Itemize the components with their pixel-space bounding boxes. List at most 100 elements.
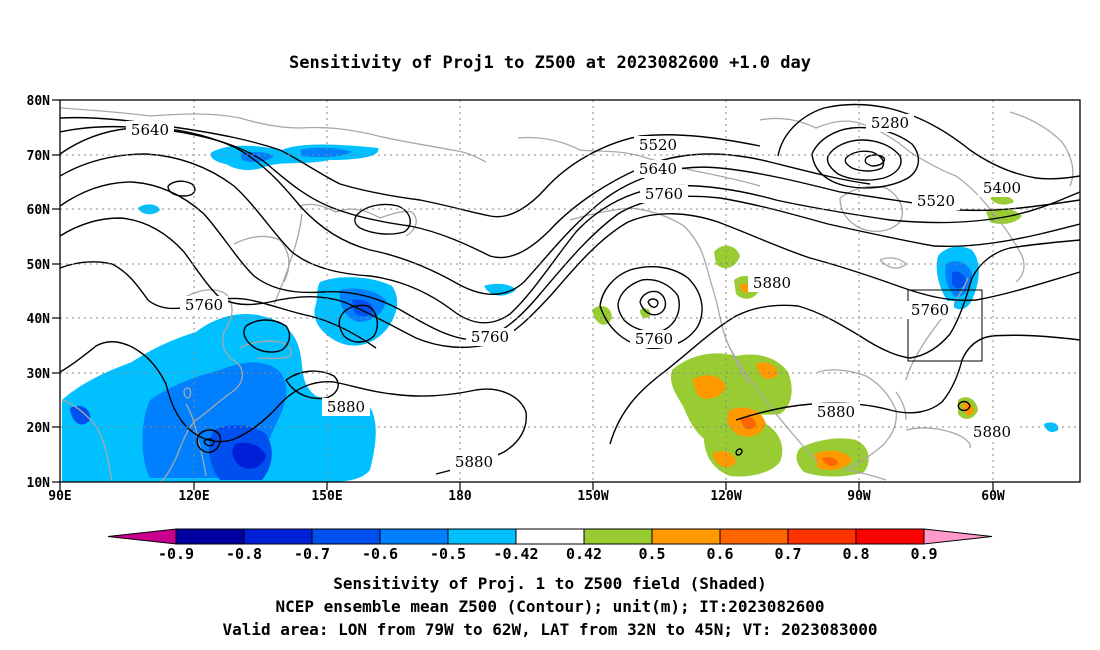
coast-gulf-of-mexico: [817, 369, 898, 471]
contour-label: 5880: [973, 423, 1011, 441]
shading-positive-western-us: [714, 245, 740, 269]
colorbar-segment: [243, 528, 313, 545]
coast-florida: [895, 391, 907, 421]
colorbar-upper-extension: [923, 528, 993, 545]
lat-label: 70N: [27, 149, 51, 164]
z500-contours: [60, 103, 1080, 475]
coast-hudson-bay: [839, 185, 903, 233]
contour-hudson-5280: [811, 126, 919, 189]
colorbar-segment: [855, 528, 925, 545]
lon-label: 60W: [981, 489, 1005, 504]
coast-greenland: [1009, 111, 1074, 187]
shading-siberia-spot: [138, 204, 160, 215]
colorbar-tick-label: -0.8: [226, 545, 262, 563]
valid-area-box: [907, 289, 983, 362]
lon-label: 90W: [847, 489, 871, 504]
contour-label: 5880: [455, 453, 493, 471]
colorbar-segment: [311, 528, 381, 545]
contour-caribbean-small: [957, 400, 971, 412]
shading-positive-gulf-strong: [822, 457, 838, 466]
colorbar-tick-label: -0.5: [430, 545, 466, 563]
shading-positive-rockies-core: [740, 283, 751, 293]
contour-cutoff-mid: [617, 278, 680, 333]
coast-cuba: [905, 427, 972, 449]
coast-alaska: [517, 136, 761, 187]
caption-line-2: NCEP ensemble mean Z500 (Contour); unit(…: [275, 597, 824, 616]
contour-5880-subtropic: [285, 370, 339, 400]
map-frame: [59, 99, 1081, 483]
colorbar-segment: [175, 528, 245, 545]
colorbar-tick-label: 0.5: [638, 545, 665, 563]
contour-label: 5280: [871, 114, 909, 132]
coast-philippines: [185, 403, 207, 477]
contour-label: 5880: [327, 398, 365, 416]
caption-line-3: Valid area: LON from 79W to 62W, LAT fro…: [222, 620, 877, 639]
shading-positive-mexico-south: [712, 451, 736, 468]
coast-us-east: [905, 277, 969, 381]
shading-positive-baja-core: [756, 362, 778, 380]
coast-indochina: [61, 399, 113, 482]
coast-central-america: [845, 469, 887, 481]
contour-5760-mid-pacific: [243, 319, 291, 353]
contour-label: 5760: [635, 330, 673, 348]
colorbar-tick-label: 0.6: [706, 545, 733, 563]
colorbar-segment: [719, 528, 789, 545]
coast-labrador: [955, 175, 1025, 283]
map-panel: 5640 5520 5640 5760 5280 5400 5520 5760 …: [27, 94, 1081, 504]
shading-aleutian-spot: [484, 283, 516, 296]
map-title: Sensitivity of Proj1 to Z500 at 20230826…: [289, 53, 811, 73]
lat-lon-grid: [60, 100, 1080, 482]
contour-hudson-core: [864, 154, 886, 167]
colorbar: -0.9 -0.8 -0.7 -0.6 -0.5 -0.42 0.42 0.5 0.6 0.7 0.…: [107, 528, 993, 563]
contour-label: 5760: [185, 296, 223, 314]
lon-label: 120E: [178, 489, 209, 504]
longitude-labels: 90E 120E 150E 180 150W 120W 90W 60W: [48, 489, 1005, 504]
contour-kamchatka-low: [338, 304, 379, 343]
contour-label: 5880: [753, 274, 791, 292]
contour-hudson-outer: [777, 103, 1080, 180]
contour-5520: [60, 153, 1080, 324]
coast-taiwan: [183, 387, 192, 399]
contour-label: 5640: [639, 160, 677, 178]
colorbar-segment: [787, 528, 857, 545]
coast-canadian-arctic: [759, 117, 957, 177]
colorbar-lower-extension: [107, 528, 177, 545]
contour-label: 5760: [645, 185, 683, 203]
lon-label: 180: [448, 489, 472, 504]
contour-label: 5520: [917, 192, 955, 210]
shading-east-asia-core: [232, 442, 266, 469]
coast-bering: [299, 203, 417, 237]
lat-label: 80N: [27, 94, 51, 109]
lat-label: 40N: [27, 312, 51, 327]
contour-5880-pacific: [60, 341, 527, 475]
axis-ticks: [52, 99, 994, 490]
contour-5640-mid: [60, 181, 1080, 341]
lat-label: 30N: [27, 367, 51, 382]
contour-philippine-small: [196, 429, 221, 453]
coast-north-america-west: [703, 257, 819, 463]
coast-siberia-arctic: [60, 107, 487, 163]
colorbar-tick-label: -0.6: [362, 545, 398, 563]
contour-label: 5640: [131, 121, 169, 139]
lon-label: 120W: [710, 489, 741, 504]
shading-kamchatka-core: [352, 299, 374, 317]
coast-east-asia: [159, 289, 243, 482]
shading-positive-pacific-small: [640, 308, 651, 318]
colorbar-tick-label: -0.9: [158, 545, 194, 563]
colorbar-tick-label: 0.7: [774, 545, 801, 563]
shading-philippine-sea: [314, 417, 350, 453]
lat-label: 20N: [27, 421, 51, 436]
coast-sea-of-okhotsk: [233, 235, 290, 283]
colorbar-segment: [447, 528, 517, 545]
lon-label: 90E: [48, 489, 71, 504]
lat-label: 10N: [27, 476, 51, 491]
contour-label: 5760: [911, 301, 949, 319]
colorbar-tick-label: 0.42: [566, 545, 602, 563]
contour-cutoff-inner: [639, 290, 667, 316]
contour-labels: 5640 5520 5640 5760 5280 5400 5520 5760 …: [126, 114, 1026, 471]
colorbar-tick-label: -0.42: [493, 545, 538, 563]
contour-5880-gulf: [735, 334, 1080, 421]
lat-label: 60N: [27, 203, 51, 218]
colorbar-segment: [515, 528, 585, 545]
coast-baja: [727, 343, 749, 385]
